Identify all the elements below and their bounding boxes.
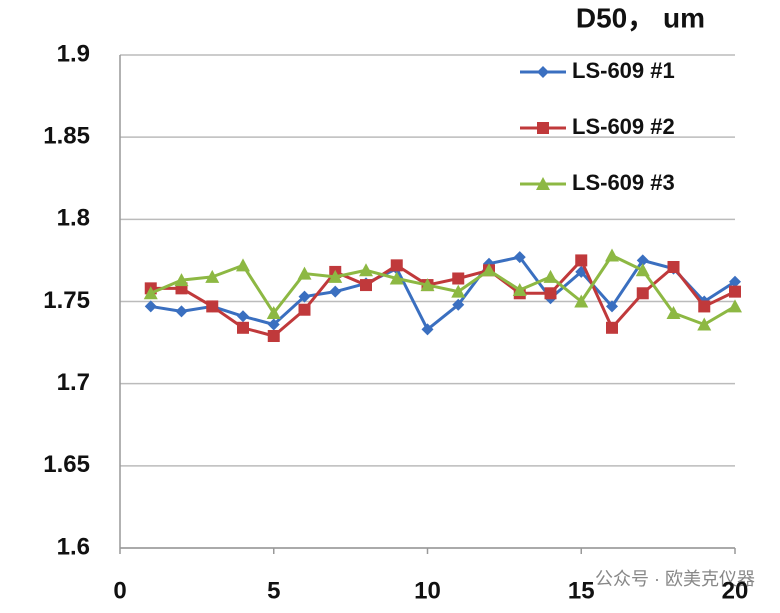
point — [728, 299, 742, 313]
point — [482, 263, 496, 277]
point — [537, 66, 549, 78]
point — [359, 263, 373, 277]
y-tick-label: 1.6 — [57, 533, 90, 560]
point — [267, 330, 280, 343]
point — [174, 273, 189, 287]
point — [205, 269, 220, 283]
x-tick-label: 20 — [722, 577, 749, 604]
x-tick-label: 0 — [113, 577, 126, 604]
point — [267, 318, 280, 331]
point — [606, 321, 618, 334]
point — [452, 298, 465, 311]
x-tick-label: 10 — [414, 577, 441, 604]
point — [328, 269, 343, 283]
point — [144, 300, 157, 313]
point — [729, 275, 741, 288]
point — [575, 254, 588, 267]
y-tick-label: 1.85 — [43, 123, 90, 150]
point — [667, 260, 680, 273]
point — [636, 254, 649, 267]
point — [175, 305, 188, 318]
point — [729, 285, 741, 298]
point — [389, 271, 404, 285]
point — [360, 279, 372, 292]
point — [636, 287, 649, 300]
y-tick-label: 1.65 — [43, 451, 90, 478]
point — [698, 300, 711, 313]
point — [697, 317, 712, 331]
point — [537, 122, 549, 134]
legend-label: LS-609 #2 — [572, 114, 675, 139]
point — [512, 282, 527, 296]
series-line — [150, 253, 736, 327]
point — [451, 284, 466, 298]
point — [543, 269, 558, 283]
watermark: 公众号 · 欧美克仪器 — [595, 569, 755, 589]
point — [236, 258, 250, 272]
x-tick-label: 5 — [267, 577, 280, 604]
point — [206, 300, 219, 313]
x-tick-label: 15 — [568, 577, 595, 604]
legend-label: LS-609 #3 — [572, 170, 675, 195]
chart-title: D50， um — [576, 2, 705, 33]
legend-label: LS-609 #1 — [572, 58, 675, 83]
point — [237, 310, 249, 323]
point — [666, 306, 681, 320]
point — [574, 294, 589, 308]
point — [297, 266, 312, 280]
point — [513, 251, 526, 264]
point — [390, 259, 403, 272]
point — [298, 290, 311, 303]
point — [421, 323, 434, 336]
point — [420, 278, 435, 292]
y-tick-label: 1.9 — [57, 40, 90, 67]
point — [237, 321, 249, 334]
point — [544, 287, 557, 300]
y-tick-label: 1.7 — [57, 369, 90, 396]
y-tick-label: 1.75 — [43, 287, 90, 314]
point — [536, 177, 550, 190]
point — [143, 286, 158, 300]
point — [266, 306, 281, 320]
y-tick-label: 1.8 — [57, 205, 90, 232]
point — [605, 248, 619, 262]
point — [298, 303, 311, 316]
point — [452, 272, 465, 285]
point — [329, 285, 342, 298]
point — [635, 263, 650, 277]
point — [606, 300, 618, 313]
